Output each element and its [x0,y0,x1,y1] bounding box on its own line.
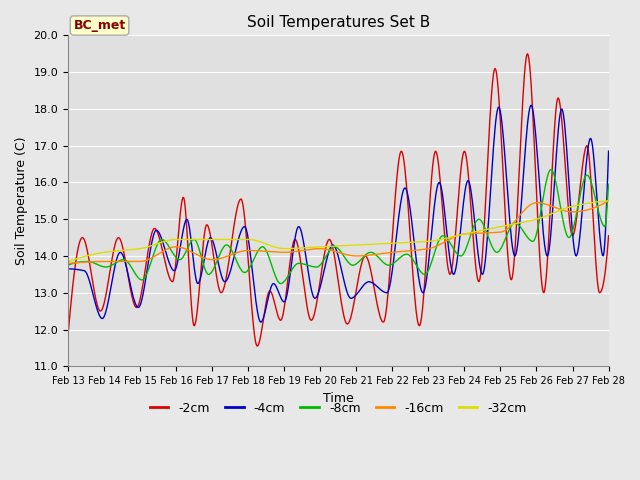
X-axis label: Time: Time [323,392,354,405]
Title: Soil Temperatures Set B: Soil Temperatures Set B [246,15,430,30]
Y-axis label: Soil Temperature (C): Soil Temperature (C) [15,137,28,265]
Text: BC_met: BC_met [74,19,125,32]
Legend: -2cm, -4cm, -8cm, -16cm, -32cm: -2cm, -4cm, -8cm, -16cm, -32cm [145,396,532,420]
